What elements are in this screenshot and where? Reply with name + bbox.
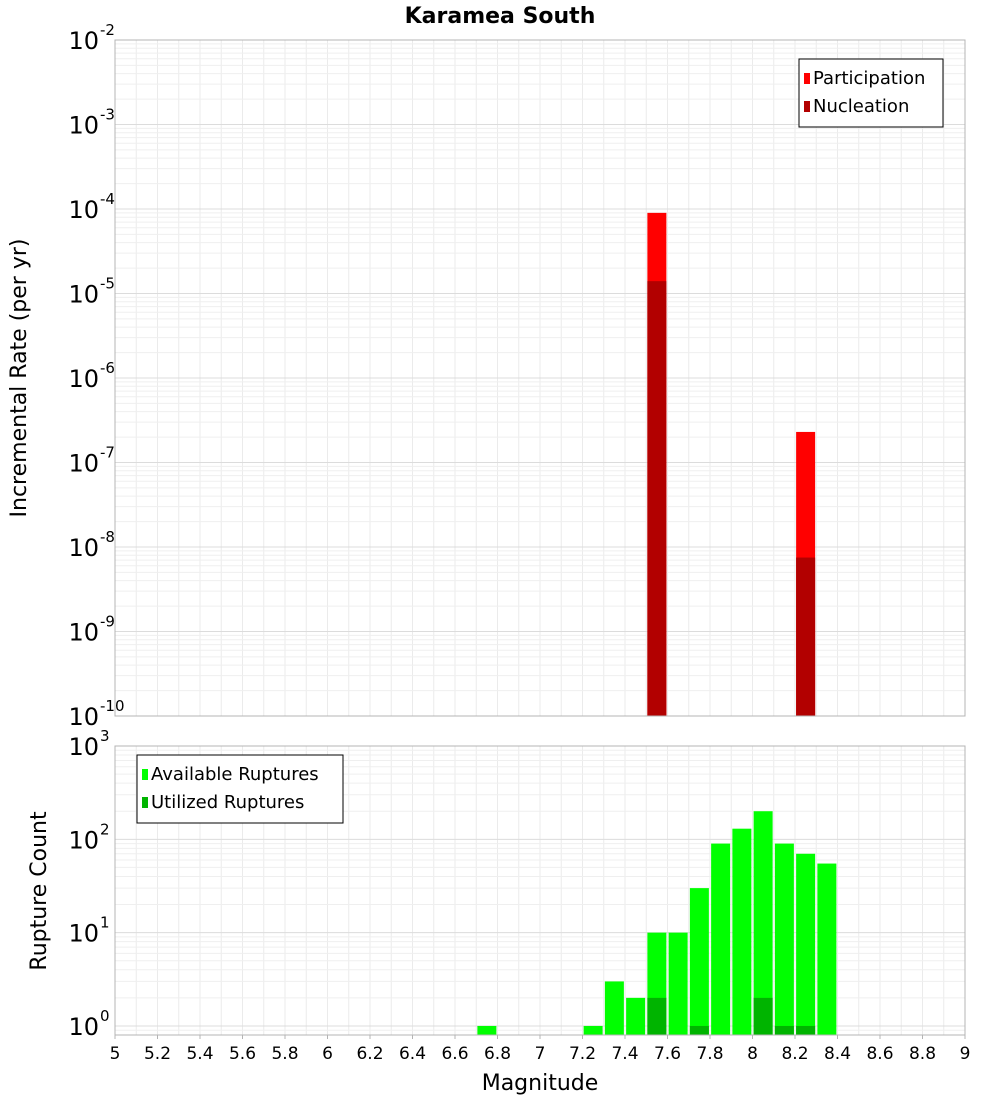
x-tick-label: 5.6 [229,1044,256,1064]
legend-label: Participation [813,68,925,89]
bar [796,853,816,1035]
bar [477,1025,497,1035]
y-tick-label: 10 [68,733,99,761]
bar [583,1025,603,1035]
magnitude-axis-title: Magnitude [482,1071,599,1096]
bar [753,811,773,1035]
x-tick-label: 5.8 [271,1044,298,1064]
series-available-ruptures [477,811,837,1035]
bar [647,281,667,716]
x-tick-label: 8.8 [909,1044,936,1064]
y-tick-exponent: 2 [100,820,110,838]
y-tick-label: 10 [68,365,99,393]
x-tick-label: 9 [960,1044,971,1064]
series-nucleation [647,281,816,716]
y-tick-exponent: -9 [100,613,115,631]
bar [732,828,752,1035]
bar [604,981,624,1035]
y-tick-label: 10 [68,27,99,55]
legend-box [798,58,944,128]
x-tick-label: 5.4 [186,1044,213,1064]
bar [647,997,667,1035]
x-tick-label: 7.4 [611,1044,638,1064]
x-tick-label: 6.4 [399,1044,426,1064]
x-tick-label: 8.4 [824,1044,851,1064]
bar [668,932,688,1035]
bar [689,1025,709,1035]
y-tick-label: 10 [68,1013,99,1041]
bar [689,888,709,1035]
y-tick-label: 10 [68,703,99,731]
y-tick-exponent: -8 [100,528,115,546]
plot-frame [114,39,966,717]
y-tick-exponent: -10 [100,697,125,715]
rupture-count-plot: 10 010 110 210 35 5.2 5.4 5.6 5.8 6 6.2 6.4 6.6 6.8 7 7… [68,727,970,1064]
x-tick-label: 6.6 [441,1044,468,1064]
y-tick-exponent: -3 [100,106,115,124]
chart-title: Karamea South [405,4,596,29]
y-tick-exponent: -2 [100,21,115,39]
bar [774,1025,794,1035]
legend-label: Utilized Ruptures [151,792,304,813]
y-tick-exponent: 3 [100,727,110,745]
x-tick-label: 7.6 [654,1044,681,1064]
x-tick-label: 5 [110,1044,121,1064]
bar [796,1025,816,1035]
x-tick-label: 8 [747,1044,758,1064]
y-tick-exponent: 1 [100,914,110,932]
y-tick-exponent: -7 [100,444,115,462]
x-tick-label: 6.8 [484,1044,511,1064]
rate-axis-title: Incremental Rate (per yr) [7,239,32,518]
legend-label: Available Ruptures [151,764,319,785]
bar [753,997,773,1035]
legend: Available Ruptures Utilized Ruptures [136,754,344,824]
x-tick-label: 7.2 [569,1044,596,1064]
x-tick-label: 8.6 [866,1044,893,1064]
legend-swatch [142,769,148,780]
y-tick-label: 10 [68,196,99,224]
y-tick-label: 10 [68,619,99,647]
grid [114,39,966,717]
x-tick-label: 7.8 [696,1044,723,1064]
legend-swatch [804,73,810,84]
legend-box [136,754,344,824]
x-tick-label: 7 [535,1044,546,1064]
legend-swatch [804,101,810,112]
count-axis-title: Rupture Count [27,811,52,971]
y-tick-exponent: -4 [100,190,115,208]
legend-label: Nucleation [813,96,909,117]
x-tick-label: 8.2 [781,1044,808,1064]
y-tick-label: 10 [68,826,99,854]
y-tick-label: 10 [68,450,99,478]
x-tick-label: 6 [322,1044,333,1064]
y-tick-exponent: -6 [100,359,115,377]
y-tick-label: 10 [68,112,99,140]
bar [817,863,837,1035]
y-tick-exponent: 0 [100,1007,110,1025]
y-tick-exponent: -5 [100,275,115,293]
series-utilized-ruptures [647,997,816,1035]
bar [774,843,794,1035]
y-tick-label: 10 [68,281,99,309]
legend-swatch [142,797,148,808]
bar [796,557,816,716]
legend: Participation Nucleation [798,58,944,128]
y-tick-label: 10 [68,534,99,562]
bar [711,843,731,1035]
bar [626,997,646,1035]
y-tick-label: 10 [68,920,99,948]
x-tick-label: 5.2 [144,1044,171,1064]
x-tick-label: 6.2 [356,1044,383,1064]
